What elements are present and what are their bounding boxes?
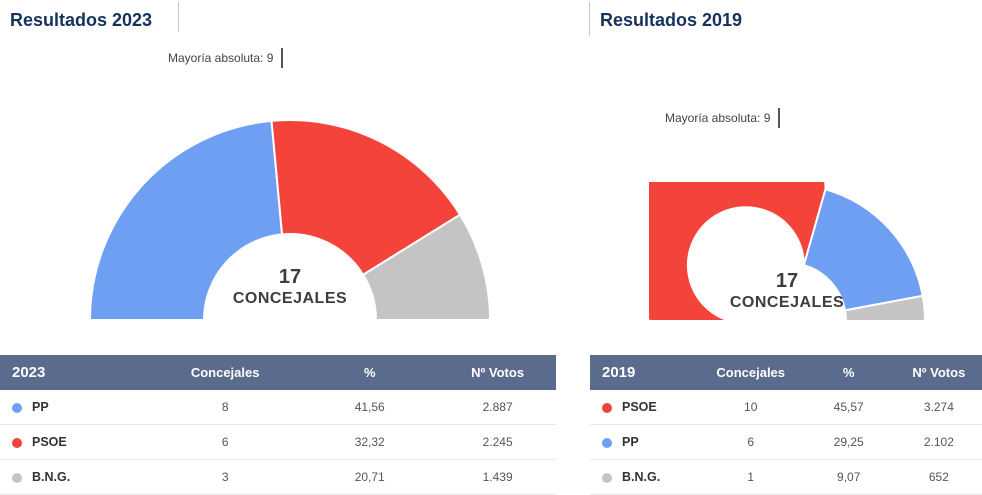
majority-marker-tick: [281, 48, 284, 68]
party-name: PSOE: [622, 400, 657, 414]
majority-label: Mayoría absoluta: 9: [665, 108, 781, 128]
party-color-dot: [602, 437, 612, 448]
chart-segment-pp: [88, 119, 284, 321]
party-color-dot: [12, 402, 22, 413]
party-name: PP: [622, 435, 639, 449]
table-year-header: 2023: [0, 355, 151, 390]
pct-cell: 41,56: [300, 390, 440, 425]
results-table-2019: 2019 Concejales% Nº Votos PSOE 10 45,57 3.274…: [590, 355, 982, 495]
seats-cell: 6: [699, 424, 802, 460]
votes-cell: 2.245: [439, 424, 556, 460]
total-seats-caption: CONCEJALES: [729, 294, 845, 311]
seats-half-donut-chart: [649, 182, 927, 322]
majority-text: Mayoría absoluta: 9: [665, 111, 771, 125]
table-col-header: Nº Votos: [439, 355, 556, 390]
total-seats-caption: CONCEJALES: [232, 290, 348, 307]
pct-cell: 29,25: [801, 424, 896, 460]
pct-cell: 20,71: [300, 459, 440, 495]
seats-cell: 1: [699, 459, 802, 495]
table-col-header: %: [300, 355, 440, 390]
seats-cell: 8: [150, 390, 301, 425]
votes-cell: 2.102: [895, 424, 982, 460]
table-col-header: Concejales: [150, 355, 301, 390]
chart-segment-bng: [843, 294, 927, 322]
results-panel-2019: Resultados 2019 Mayoría absoluta: 9 17 C…: [589, 0, 982, 495]
table-row: PP 8 41,56 2.887: [0, 390, 556, 425]
party-name: B.N.G.: [622, 470, 661, 484]
party-name: PP: [32, 400, 49, 414]
votes-cell: 1.439: [439, 459, 556, 495]
page-title: Resultados 2023: [10, 10, 153, 30]
results-panel-2023: Resultados 2023 Mayoría absoluta: 9 17 C…: [0, 2, 556, 495]
pct-cell: 32,32: [300, 424, 440, 460]
table-col-header: Nº Votos: [895, 355, 982, 390]
table-header-row: 2023 Concejales% Nº Votos: [0, 355, 556, 390]
pct-cell: 45,57: [801, 390, 896, 425]
party-name: B.N.G.: [32, 470, 71, 484]
chart-segment-bng: [361, 213, 492, 321]
table-row: PSOE 10 45,57 3.274: [590, 390, 982, 425]
table-header-row: 2019 Concejales% Nº Votos: [590, 355, 982, 390]
votes-cell: 3.274: [895, 390, 982, 425]
page-title: Resultados 2019: [600, 10, 743, 30]
chart-center-label: 17 CONCEJALES: [687, 270, 887, 312]
seats-cell: 10: [699, 390, 802, 425]
total-seats-value: 17: [775, 270, 799, 292]
majority-marker-tick: [778, 108, 781, 128]
seats-half-donut-chart: [88, 119, 492, 321]
table-year-header: 2019: [590, 355, 700, 390]
party-color-dot: [12, 437, 22, 448]
party-color-dot: [602, 402, 612, 413]
table-col-header: %: [801, 355, 896, 390]
table-col-header: Concejales: [699, 355, 802, 390]
panel-divider: [589, 2, 590, 36]
pct-cell: 9,07: [801, 459, 896, 495]
table-row: B.N.G. 3 20,71 1.439: [0, 459, 556, 495]
votes-cell: 2.887: [439, 390, 556, 425]
seats-cell: 6: [150, 424, 301, 460]
results-table-2023: 2023 Concejales% Nº Votos PP 8 41,56 2.887 PSO…: [0, 355, 556, 495]
majority-text: Mayoría absoluta: 9: [168, 51, 274, 65]
party-name: PSOE: [32, 435, 67, 449]
table-row: PP 6 29,25 2.102: [590, 424, 982, 460]
chart-center-label: 17 CONCEJALES: [190, 266, 390, 308]
majority-label: Mayoría absoluta: 9: [168, 48, 284, 68]
chart-segment-psoe: [649, 182, 827, 322]
table-row: PSOE 6 32,32 2.245: [0, 424, 556, 460]
total-seats-value: 17: [278, 266, 302, 288]
chart-segment-pp: [802, 187, 924, 312]
seats-cell: 3: [150, 459, 301, 495]
table-row: B.N.G. 1 9,07 652: [590, 459, 982, 495]
chart-segment-psoe: [270, 119, 462, 277]
panel-divider: [178, 2, 179, 32]
votes-cell: 652: [895, 459, 982, 495]
party-color-dot: [12, 472, 22, 483]
party-color-dot: [602, 472, 612, 483]
